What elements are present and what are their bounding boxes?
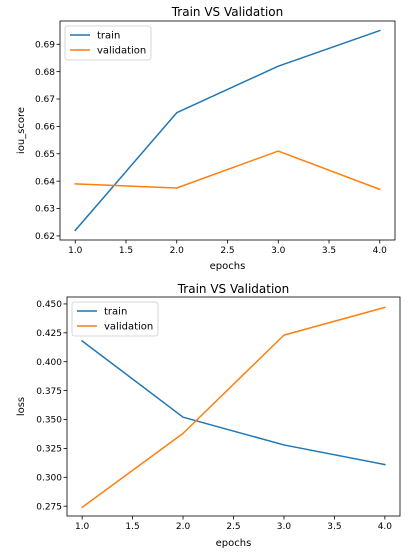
chart-2-xtick-label: 2.5 — [226, 522, 240, 532]
chart-2-title: Train VS Validation — [177, 282, 290, 296]
chart-2-xtick-label: 4.0 — [378, 522, 393, 532]
chart-2-ytick-label: 0.375 — [36, 387, 62, 397]
chart-1-series-train — [75, 31, 380, 231]
chart-1-xtick-label: 2.0 — [170, 246, 185, 256]
chart-1-legend-label-train: train — [97, 31, 120, 42]
chart-1: Train VS Validation 1.0 1.5 2.0 2.5 3.0 3.5 4.0… — [16, 5, 395, 272]
chart-2-series-train — [82, 341, 385, 465]
chart-2-legend: train validation — [72, 302, 158, 336]
chart-2-ytick-label: 0.300 — [36, 473, 62, 483]
chart-2-ytick-label: 0.450 — [36, 300, 62, 310]
chart-2-ytick-label: 0.425 — [36, 329, 62, 339]
chart-1-ytick-label: 0.62 — [35, 232, 55, 242]
chart-2-xlabel: epochs — [216, 538, 252, 549]
chart-2-series-validation — [82, 307, 385, 507]
chart-1-ytick-label: 0.66 — [35, 123, 55, 133]
chart-1-xtick-label: 1.5 — [119, 246, 133, 256]
chart-2-ylabel: loss — [16, 397, 27, 416]
chart-2-legend-label-validation: validation — [104, 322, 153, 333]
chart-2-xtick-label: 3.5 — [327, 522, 341, 532]
chart-2-ytick-label: 0.325 — [36, 445, 62, 455]
chart-1-legend: train validation — [65, 26, 151, 60]
chart-2-ytick-label: 0.275 — [36, 502, 62, 512]
chart-1-title: Train VS Validation — [171, 5, 284, 19]
chart-1-xtick-label: 1.0 — [68, 246, 83, 256]
chart-2-xtick-label: 1.5 — [125, 522, 139, 532]
chart-1-ytick-label: 0.68 — [35, 68, 55, 78]
chart-1-ytick-label: 0.64 — [35, 177, 55, 187]
chart-2-ytick-label: 0.400 — [36, 358, 62, 368]
chart-1-legend-label-validation: validation — [97, 46, 146, 57]
chart-2: Train VS Validation 1.0 1.5 2.0 2.5 3.0 3.5 4.0… — [16, 282, 400, 549]
chart-1-ytick-label: 0.63 — [35, 205, 55, 215]
chart-1-xtick-label: 2.5 — [220, 246, 234, 256]
chart-1-ytick-label: 0.67 — [35, 95, 55, 105]
chart-1-xlabel: epochs — [210, 261, 246, 272]
chart-1-ylabel: iou_score — [16, 107, 27, 154]
chart-1-xtick-label: 4.0 — [373, 246, 388, 256]
chart-1-xtick-label: 3.0 — [271, 246, 286, 256]
chart-2-xtick-label: 2.0 — [176, 522, 191, 532]
chart-2-xtick-label: 3.0 — [277, 522, 292, 532]
chart-2-legend-label-train: train — [104, 307, 127, 318]
chart-1-xtick-label: 3.5 — [322, 246, 336, 256]
chart-2-ytick-label: 0.350 — [36, 416, 62, 426]
chart-2-xtick-label: 1.0 — [75, 522, 90, 532]
chart-1-ytick-label: 0.69 — [35, 40, 55, 50]
chart-1-ytick-label: 0.65 — [35, 150, 55, 160]
chart-1-series-validation — [75, 151, 380, 189]
